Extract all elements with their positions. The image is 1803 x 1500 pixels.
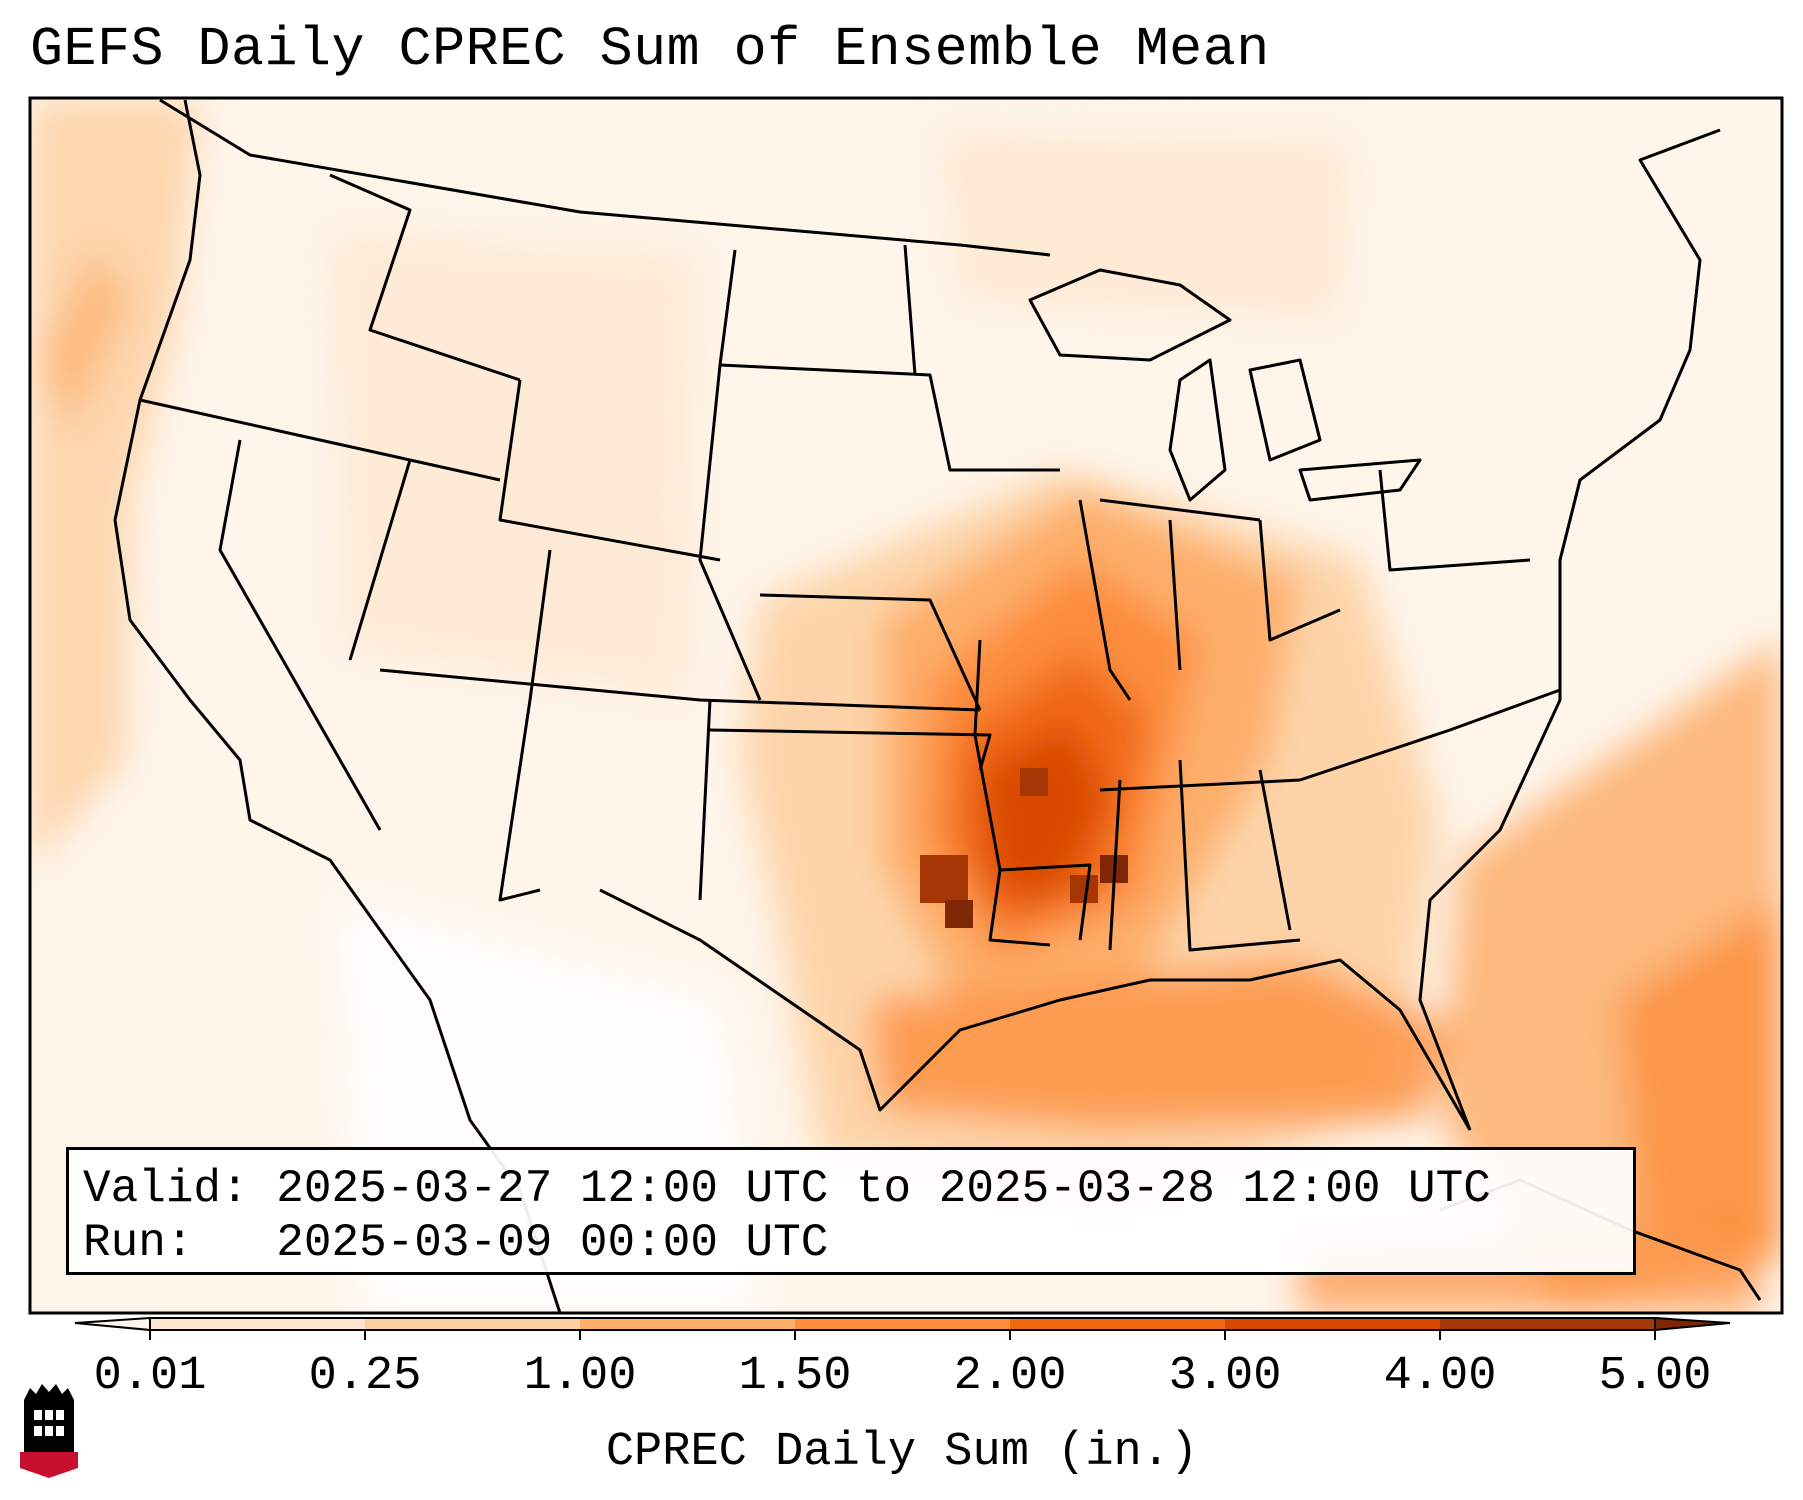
atlantic-coast (1418, 128, 1721, 1131)
lake-superior (1028, 268, 1232, 362)
colorbar-tick-label: 4.00 (1384, 1350, 1497, 1403)
colorbar-tick-label: 2.00 (954, 1350, 1067, 1403)
lake-michigan (1168, 358, 1227, 502)
colorbar-label: CPREC Daily Sum (in.) (606, 1426, 1198, 1479)
colorbar-segment (150, 1318, 366, 1330)
colorbar-min-arrow (74, 1316, 151, 1332)
colorbar-outline (149, 1317, 1656, 1331)
colorbar-segment (365, 1318, 581, 1330)
pacific-coast (113, 99, 562, 1313)
run-value: 2025-03-09 00:00 UTC (276, 1217, 829, 1269)
valid-label: Valid: (83, 1163, 249, 1215)
colorbar-tick-label: 3.00 (1169, 1350, 1282, 1403)
precip-field (30, 98, 1782, 1313)
colorbar-segment (795, 1318, 1011, 1330)
colorbar-max-arrow (1654, 1316, 1731, 1332)
colorbar-tick-label: 0.25 (309, 1350, 422, 1403)
gulf-coast (599, 888, 1472, 1131)
colorbar-tick-label: 0.01 (94, 1350, 207, 1403)
colorbar-segment (1440, 1318, 1656, 1330)
colorbar-segment (1225, 1318, 1441, 1330)
map-frame (28, 96, 1784, 1315)
precip-core-1 (920, 855, 968, 903)
run-label: Run: (83, 1217, 194, 1269)
colorbar-segments (150, 1318, 1656, 1330)
colorbar-tick-label: 1.00 (524, 1350, 637, 1403)
niu-logo (20, 1384, 78, 1478)
precip-core-4 (1070, 875, 1098, 903)
colorbar-segment (580, 1318, 796, 1330)
boundaries (113, 98, 1762, 1313)
colorbar-segment (1010, 1318, 1226, 1330)
colorbar-ticks: 0.01 0.25 1.00 1.50 2.00 3.00 4.00 5.00 (94, 1330, 1712, 1403)
lake-erie (1298, 458, 1422, 502)
colorbar-tick-label: 1.50 (739, 1350, 852, 1403)
colorbar: 0.01 0.25 1.00 1.50 2.00 3.00 4.00 5.00 CPREC D… (74, 1316, 1731, 1479)
us-canada-border (159, 98, 1051, 257)
lake-huron (1248, 358, 1322, 462)
precip-core-3 (1020, 768, 1048, 796)
valid-run-box: Valid: 2025-03-27 12:00 UTC to 2025-03-2… (66, 1147, 1636, 1275)
valid-value: 2025-03-27 12:00 UTC to 2025-03-28 12:00… (276, 1163, 1491, 1215)
colorbar-tick-label: 5.00 (1599, 1350, 1712, 1403)
precip-core-2 (945, 900, 973, 928)
map-title: GEFS Daily CPREC Sum of Ensemble Mean (30, 18, 1270, 81)
